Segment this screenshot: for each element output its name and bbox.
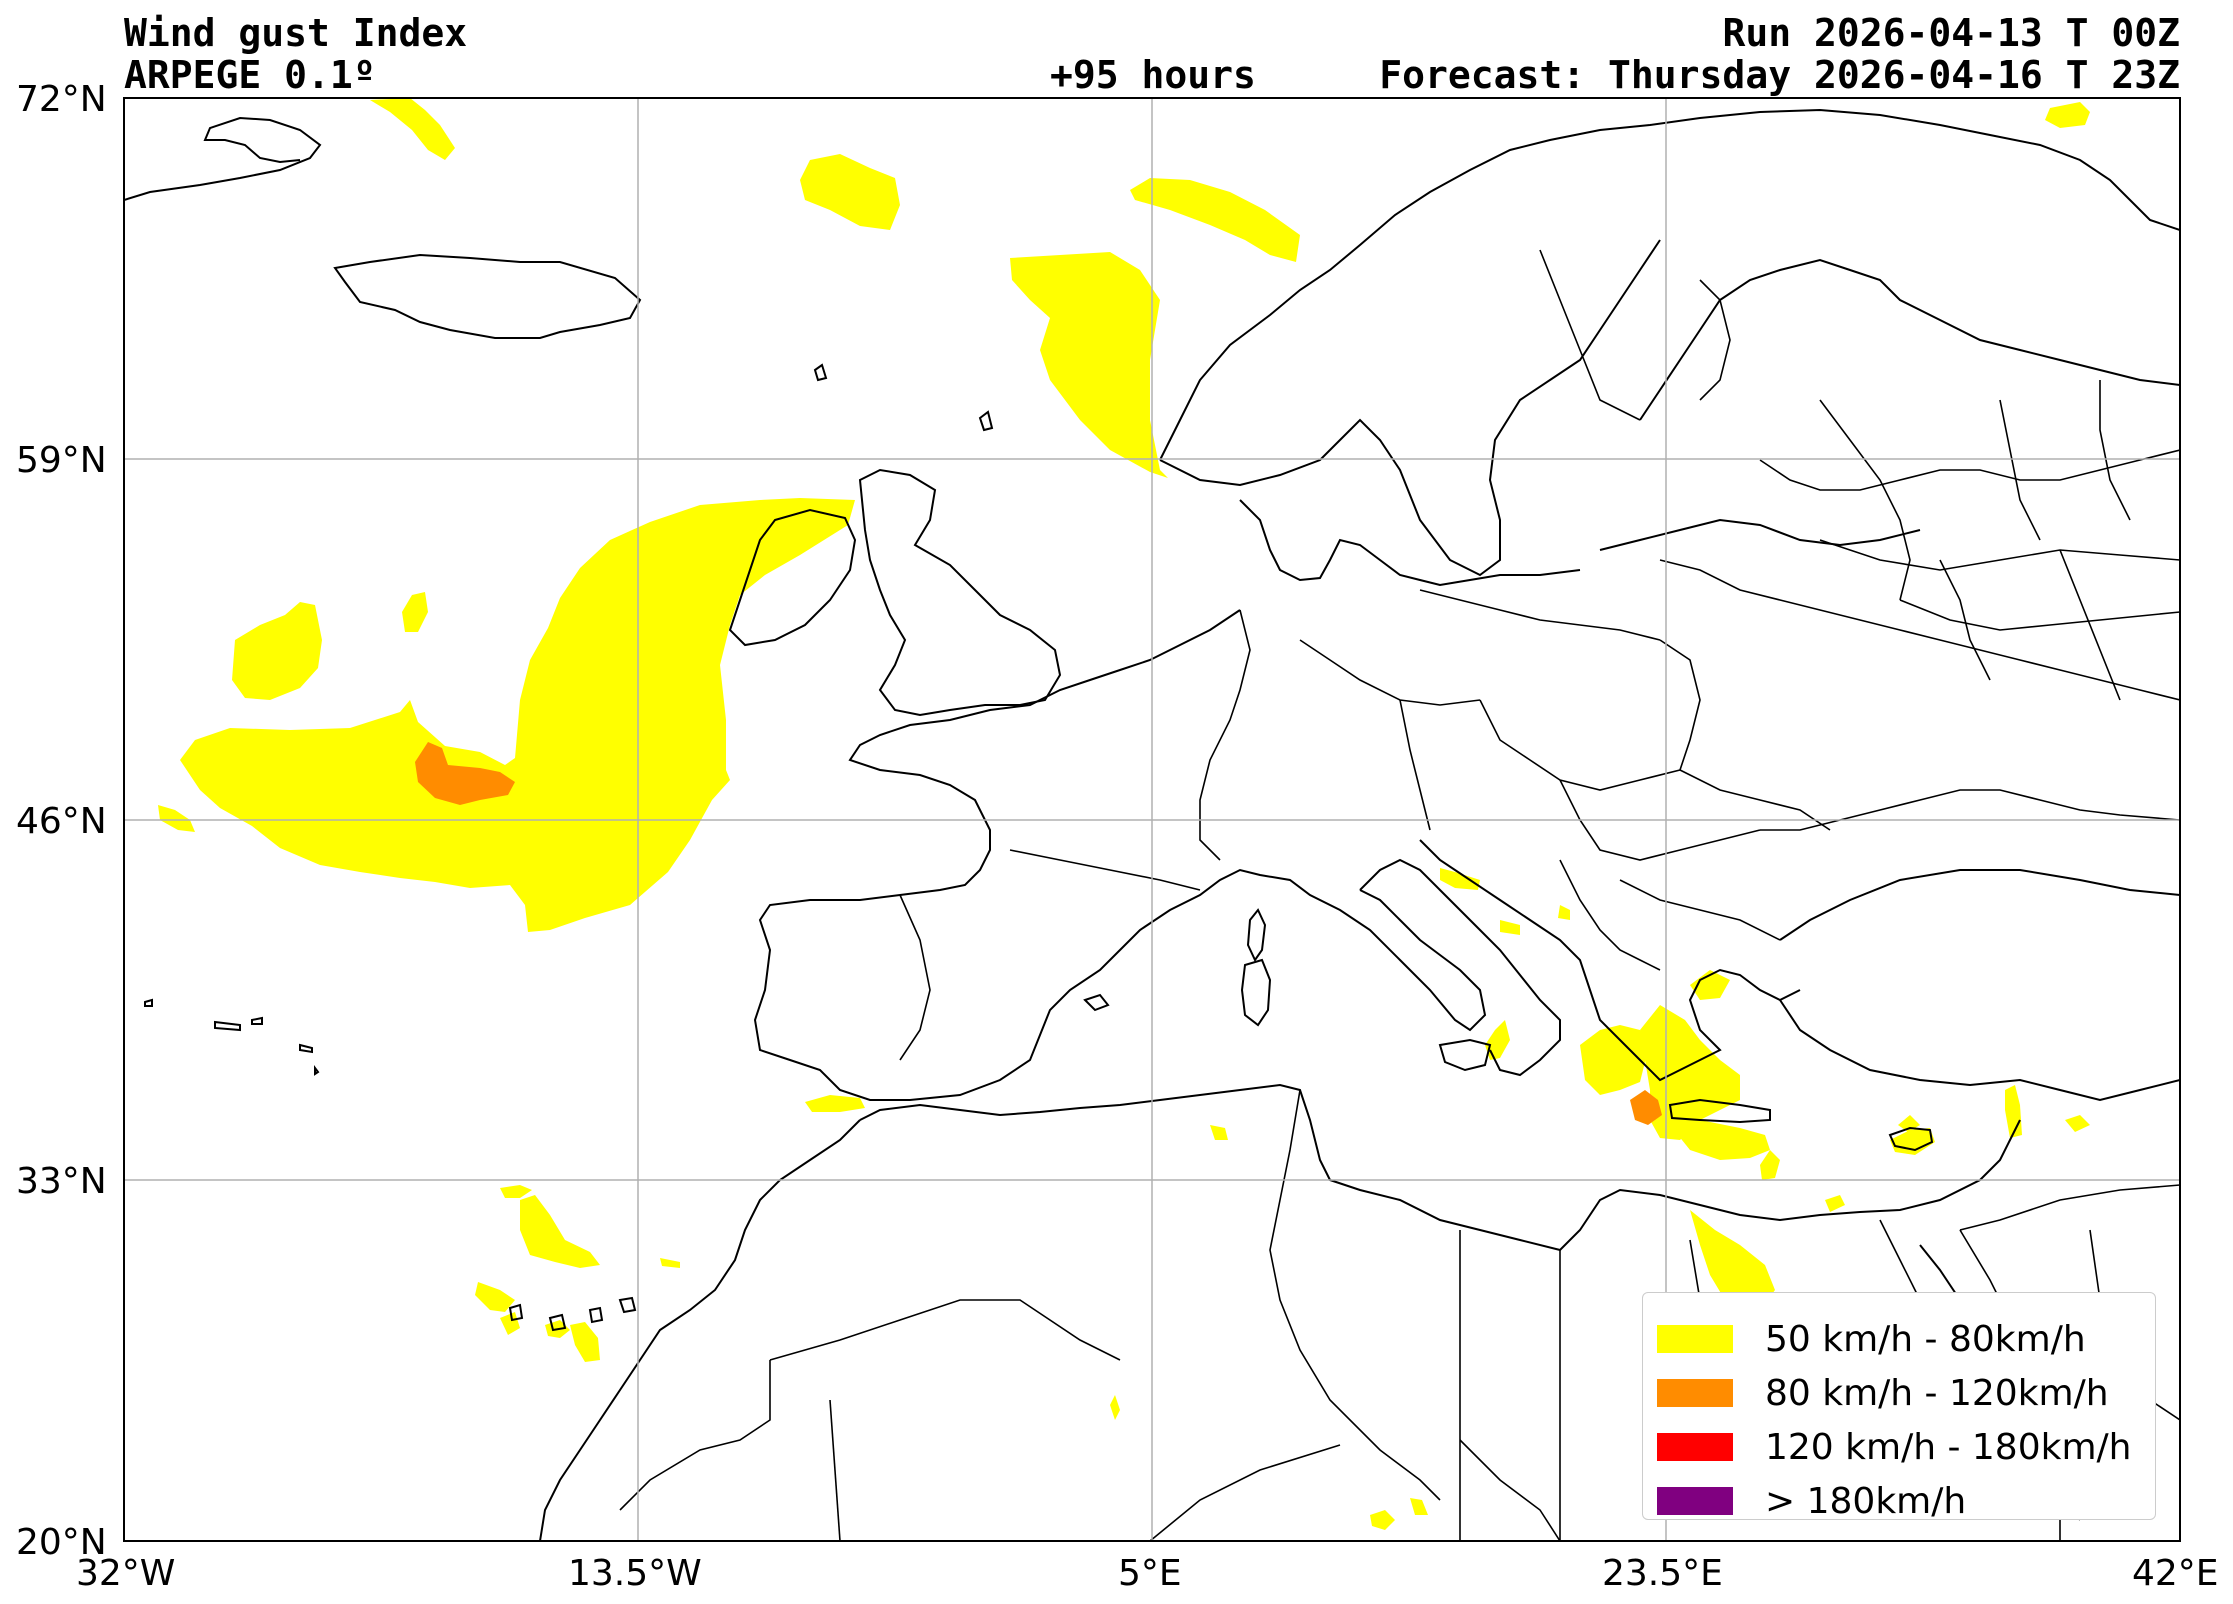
lon-tick-13-5w: 13.5°W bbox=[568, 1553, 702, 1594]
lat-tick-72n: 72°N bbox=[16, 79, 107, 120]
country-borders bbox=[619, 249, 2180, 1541]
forecast-label: Forecast: Thursday 2026-04-16 T 23Z bbox=[1379, 53, 2180, 97]
lat-tick-33n: 33°N bbox=[16, 1161, 107, 1202]
model-label: ARPEGE 0.1º bbox=[124, 53, 376, 97]
run-label: Run 2026-04-13 T 00Z bbox=[1722, 11, 2180, 55]
gust-band-80-120 bbox=[415, 742, 1662, 1125]
legend-swatch-purple bbox=[1657, 1487, 1733, 1515]
lat-tick-20n: 20°N bbox=[16, 1522, 107, 1563]
legend-item-80-120: 80 km/h - 120km/h bbox=[1657, 1372, 2109, 1414]
lat-tick-59n: 59°N bbox=[16, 440, 107, 481]
map-title: Wind gust Index bbox=[124, 11, 468, 55]
lon-tick-42e: 42°E bbox=[2132, 1553, 2219, 1594]
legend-swatch-orange bbox=[1657, 1379, 1733, 1407]
legend-item-120-180: 120 km/h - 180km/h bbox=[1657, 1426, 2132, 1468]
lon-tick-32w: 32°W bbox=[76, 1553, 176, 1594]
coastlines bbox=[124, 108, 2180, 1541]
lead-time-label: +95 hours bbox=[1050, 53, 1256, 97]
gust-band-50-80 bbox=[158, 98, 2090, 1530]
legend-label: 50 km/h - 80km/h bbox=[1765, 1318, 2086, 1360]
legend: 50 km/h - 80km/h 80 km/h - 120km/h 120 k… bbox=[1642, 1292, 2156, 1522]
legend-label: 80 km/h - 120km/h bbox=[1765, 1372, 2109, 1414]
legend-swatch-red bbox=[1657, 1433, 1733, 1461]
legend-item-50-80: 50 km/h - 80km/h bbox=[1657, 1318, 2086, 1360]
legend-item-over-180: > 180km/h bbox=[1657, 1480, 1967, 1522]
legend-label: 120 km/h - 180km/h bbox=[1765, 1426, 2132, 1468]
legend-swatch-yellow bbox=[1657, 1325, 1733, 1353]
legend-label: > 180km/h bbox=[1765, 1480, 1967, 1522]
lat-tick-46n: 46°N bbox=[16, 801, 107, 842]
map-frame bbox=[123, 97, 2181, 1542]
lon-tick-23-5e: 23.5°E bbox=[1602, 1553, 1723, 1594]
lon-tick-5e: 5°E bbox=[1118, 1553, 1182, 1594]
